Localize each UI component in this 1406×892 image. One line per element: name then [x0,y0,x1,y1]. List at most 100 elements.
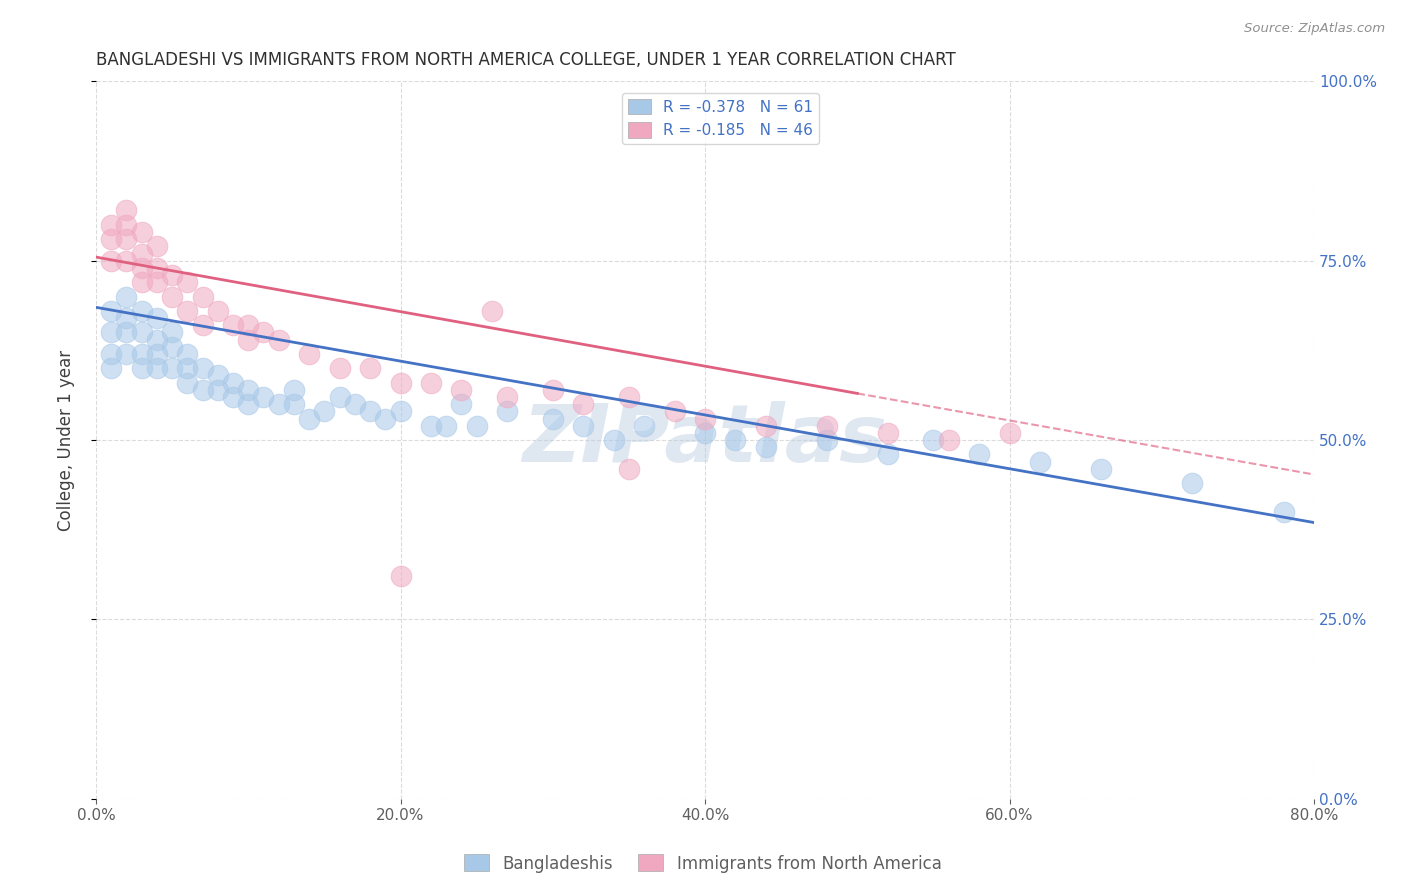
Point [329,361,352,376]
Point [100,347,122,361]
Point [329,390,352,404]
Point [755,440,778,454]
Point [207,304,229,318]
Point [967,447,990,461]
Point [207,383,229,397]
Point [450,383,472,397]
Point [160,340,183,354]
Point [100,326,122,340]
Point [238,318,260,333]
Point [100,232,122,246]
Point [602,433,624,447]
Point [420,376,443,390]
Point [465,418,488,433]
Point [222,390,245,404]
Point [176,361,198,376]
Point [998,425,1021,440]
Point [131,304,153,318]
Point [100,304,122,318]
Point [374,411,396,425]
Point [876,425,898,440]
Point [1029,454,1052,468]
Point [617,390,640,404]
Point [146,333,169,347]
Point [238,383,260,397]
Point [131,246,153,260]
Point [146,260,169,275]
Point [267,333,290,347]
Point [572,397,595,411]
Point [222,318,245,333]
Point [115,347,138,361]
Point [298,411,321,425]
Point [115,311,138,326]
Point [176,376,198,390]
Text: ZIPatlas: ZIPatlas [523,401,887,479]
Point [176,304,198,318]
Point [191,383,214,397]
Point [938,433,960,447]
Point [496,404,519,418]
Point [252,326,274,340]
Point [160,268,183,282]
Point [496,390,519,404]
Point [359,404,381,418]
Text: Source: ZipAtlas.com: Source: ZipAtlas.com [1244,22,1385,36]
Point [633,418,655,433]
Point [131,275,153,289]
Point [131,326,153,340]
Point [541,383,564,397]
Point [238,333,260,347]
Y-axis label: College, Under 1 year: College, Under 1 year [58,350,75,531]
Point [115,232,138,246]
Point [115,326,138,340]
Point [1181,476,1204,491]
Point [359,361,381,376]
Point [146,347,169,361]
Point [298,347,321,361]
Point [1272,505,1295,519]
Point [238,397,260,411]
Point [100,361,122,376]
Point [176,275,198,289]
Point [314,404,336,418]
Point [207,368,229,383]
Point [176,347,198,361]
Point [420,418,443,433]
Legend: R = -0.378   N = 61, R = -0.185   N = 46: R = -0.378 N = 61, R = -0.185 N = 46 [621,93,820,145]
Point [160,289,183,303]
Point [693,411,716,425]
Point [617,462,640,476]
Point [146,361,169,376]
Point [131,260,153,275]
Point [664,404,686,418]
Point [343,397,366,411]
Text: BANGLADESHI VS IMMIGRANTS FROM NORTH AMERICA COLLEGE, UNDER 1 YEAR CORRELATION C: BANGLADESHI VS IMMIGRANTS FROM NORTH AME… [96,51,956,69]
Point [191,289,214,303]
Point [131,347,153,361]
Point [100,218,122,232]
Point [450,397,472,411]
Point [541,411,564,425]
Point [481,304,503,318]
Point [389,376,412,390]
Point [283,397,305,411]
Point [146,311,169,326]
Legend: Bangladeshis, Immigrants from North America: Bangladeshis, Immigrants from North Amer… [458,847,948,880]
Point [724,433,747,447]
Point [100,253,122,268]
Point [876,447,898,461]
Point [191,361,214,376]
Point [146,275,169,289]
Point [1090,462,1112,476]
Point [283,383,305,397]
Point [146,239,169,253]
Point [115,289,138,303]
Point [267,397,290,411]
Point [434,418,457,433]
Point [815,418,838,433]
Point [131,361,153,376]
Point [252,390,274,404]
Point [222,376,245,390]
Point [131,225,153,239]
